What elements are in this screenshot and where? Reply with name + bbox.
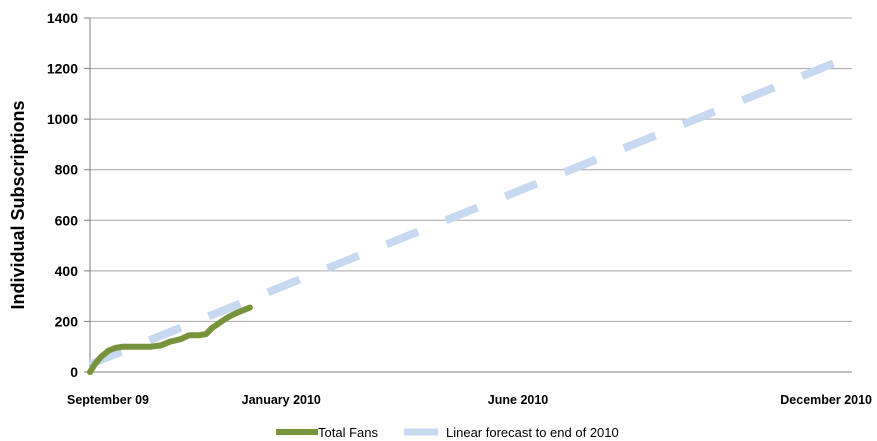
x-tick-label: June 2010 bbox=[488, 393, 549, 407]
series-line-forecast bbox=[88, 52, 854, 369]
y-tick-label: 400 bbox=[55, 263, 79, 279]
legend-label-forecast: Linear forecast to end of 2010 bbox=[446, 425, 619, 440]
x-tick-label: September 09 bbox=[67, 393, 149, 407]
series-lines bbox=[87, 52, 854, 375]
y-tick-label: 800 bbox=[55, 162, 79, 178]
y-tick-labels: 0 200 400 600 800 1000 1200 1400 bbox=[47, 10, 78, 380]
grid-lines bbox=[84, 17, 852, 373]
legend-label-total-fans: Total Fans bbox=[318, 425, 378, 440]
y-tick-label: 600 bbox=[55, 212, 79, 228]
series-line-total-fans bbox=[87, 304, 253, 375]
x-tick-labels: September 09 January 2010 June 2010 Decembe… bbox=[67, 393, 872, 407]
y-tick-label: 1200 bbox=[47, 61, 78, 77]
x-tick-label: December 2010 bbox=[780, 393, 872, 407]
y-tick-label: 200 bbox=[55, 313, 79, 329]
y-tick-label: 1400 bbox=[47, 10, 78, 26]
y-tick-label: 1000 bbox=[47, 111, 78, 127]
x-tick-label: January 2010 bbox=[242, 393, 321, 407]
y-axis-label: Individual Subscriptions bbox=[8, 100, 28, 309]
y-tick-label: 0 bbox=[70, 364, 78, 380]
legend: Total Fans Linear forecast to end of 2010 bbox=[276, 425, 619, 440]
